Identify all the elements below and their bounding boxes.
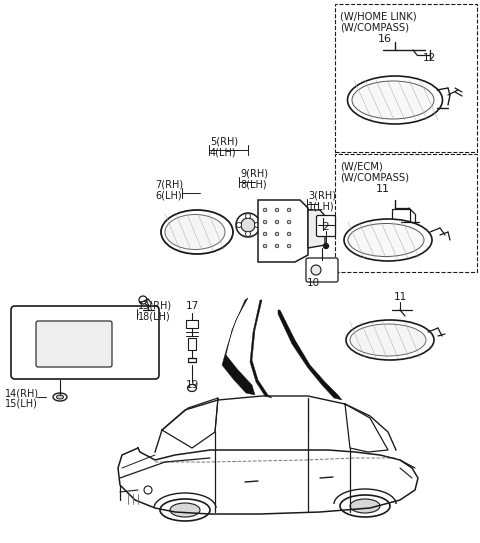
Circle shape [263, 232, 267, 236]
Text: 18(LH): 18(LH) [138, 311, 171, 321]
Polygon shape [308, 210, 325, 248]
Text: 16: 16 [378, 34, 392, 44]
Circle shape [275, 232, 279, 236]
Ellipse shape [352, 81, 434, 119]
Polygon shape [222, 298, 255, 395]
Circle shape [245, 213, 251, 218]
Circle shape [311, 265, 321, 275]
Text: 14(RH): 14(RH) [5, 388, 39, 398]
Circle shape [241, 218, 255, 232]
Circle shape [287, 220, 291, 224]
Ellipse shape [340, 495, 390, 517]
Text: (W/HOME LINK): (W/HOME LINK) [340, 11, 417, 21]
Circle shape [324, 243, 328, 249]
Circle shape [275, 244, 279, 248]
Text: 4(LH): 4(LH) [210, 147, 237, 157]
Polygon shape [278, 310, 342, 400]
Text: 19: 19 [185, 380, 199, 390]
Circle shape [236, 213, 260, 237]
Text: 3(RH): 3(RH) [308, 190, 336, 200]
Text: 2: 2 [322, 222, 329, 232]
Bar [335, 154, 477, 272]
Text: 1(LH): 1(LH) [308, 201, 335, 211]
Ellipse shape [160, 499, 210, 521]
Text: 7(RH): 7(RH) [155, 179, 183, 189]
Bar [186, 320, 198, 328]
Text: 10: 10 [307, 278, 320, 288]
Circle shape [263, 220, 267, 224]
Text: 15(LH): 15(LH) [5, 399, 38, 409]
Circle shape [263, 244, 267, 248]
Text: 13(RH): 13(RH) [138, 300, 172, 310]
Bar [188, 338, 196, 350]
FancyBboxPatch shape [306, 258, 338, 282]
Text: 11: 11 [376, 184, 390, 194]
Ellipse shape [348, 76, 443, 124]
Text: 17: 17 [185, 301, 199, 311]
Bar [392, 209, 410, 225]
Text: 5(RH): 5(RH) [210, 136, 238, 146]
Ellipse shape [161, 210, 233, 254]
Text: 12: 12 [423, 53, 436, 63]
Circle shape [287, 208, 291, 212]
Circle shape [254, 223, 260, 228]
Circle shape [245, 231, 251, 237]
Polygon shape [250, 300, 272, 398]
Circle shape [275, 208, 279, 212]
Ellipse shape [344, 219, 432, 261]
Ellipse shape [188, 384, 196, 392]
Ellipse shape [53, 393, 67, 401]
Ellipse shape [346, 320, 434, 360]
Ellipse shape [350, 499, 380, 513]
Circle shape [237, 223, 241, 228]
Text: 8(LH): 8(LH) [240, 179, 266, 189]
Circle shape [144, 486, 152, 494]
Text: (W/COMPASS): (W/COMPASS) [340, 172, 409, 182]
Ellipse shape [57, 395, 63, 399]
Circle shape [139, 296, 147, 304]
Ellipse shape [165, 214, 225, 249]
Ellipse shape [170, 503, 200, 517]
Text: 6(LH): 6(LH) [155, 190, 181, 200]
FancyBboxPatch shape [11, 306, 159, 379]
Text: 11: 11 [394, 292, 407, 302]
Ellipse shape [350, 324, 426, 356]
Circle shape [287, 232, 291, 236]
FancyBboxPatch shape [316, 216, 336, 237]
Circle shape [263, 208, 267, 212]
Ellipse shape [348, 224, 424, 256]
Circle shape [275, 220, 279, 224]
Text: (W/ECM): (W/ECM) [340, 161, 383, 171]
FancyBboxPatch shape [36, 321, 112, 367]
Text: (W/COMPASS): (W/COMPASS) [340, 22, 409, 32]
Bar [335, 4, 477, 152]
Text: 9(RH): 9(RH) [240, 168, 268, 178]
Circle shape [287, 244, 291, 248]
Polygon shape [258, 200, 308, 262]
